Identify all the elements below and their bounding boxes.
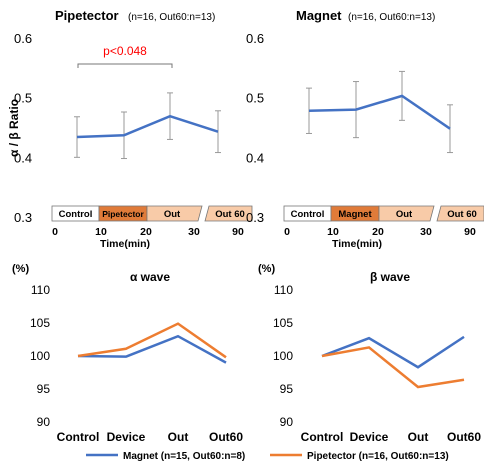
y-tick-label: 110 (31, 283, 50, 297)
panel-subtitle: (n=16, Out60:n=13) (348, 12, 435, 23)
panel-magnet-ratio: Magnet (n=16, Out60:n=13) 0.6 0.5 0.4 0.3 C… (246, 8, 484, 250)
band-out60 (204, 205, 253, 222)
band-out-label: Out (396, 209, 413, 220)
y-tick-label: 0.4 (14, 150, 32, 165)
y-unit-label: (%) (258, 263, 275, 275)
significance-annotation: p<0.048 (103, 44, 147, 58)
x-tick-label: Device (350, 430, 389, 444)
band-out60-label: Out 60 (447, 209, 477, 220)
x-tick-label: 30 (420, 226, 432, 238)
x-tick-label: 0 (52, 226, 58, 238)
legend: Magnet (n=15, Out60:n=8) Pipetector (n=1… (86, 451, 449, 462)
band-out60-label: Out 60 (215, 209, 245, 220)
y-tick-label: 105 (273, 316, 293, 330)
y-tick-label: 105 (30, 316, 50, 330)
series-line-magnet (77, 334, 227, 364)
series-line-pipetector (321, 346, 465, 389)
x-tick-label: 20 (372, 226, 384, 238)
y-tick-label: 90 (37, 415, 51, 429)
ratio-line (76, 114, 219, 139)
panel-pipetector-ratio: Pipetector (n=16, Out60:n=13) 0.6 0.5 0.4 0… (14, 8, 253, 250)
x-tick-label: Out60 (447, 430, 481, 444)
panel-title: β wave (370, 270, 410, 284)
x-tick-label: 90 (232, 226, 244, 238)
y-tick-label: 100 (30, 349, 50, 363)
y-tick-label: 0.3 (246, 210, 264, 225)
x-axis-label: Time(min) (100, 238, 150, 250)
x-tick-label: Out (168, 430, 189, 444)
x-tick-label: Out60 (209, 430, 243, 444)
y-tick-label: 90 (280, 415, 294, 429)
y-tick-label: 95 (280, 382, 294, 396)
x-tick-label: 20 (140, 226, 152, 238)
x-tick-label: 10 (95, 226, 107, 238)
band-control-label: Control (291, 209, 325, 220)
band-out (378, 205, 435, 222)
band-control-label: Control (59, 209, 93, 220)
x-tick-label: Control (57, 430, 100, 444)
panel-beta-wave: (%) β wave 110 105 100 95 90 Control Device Out… (258, 263, 481, 444)
y-tick-label: 0.4 (246, 150, 264, 165)
band-out-label: Out (164, 209, 181, 220)
y-tick-label: 0.5 (246, 91, 264, 106)
y-unit-label: (%) (12, 263, 29, 275)
band-device-label: Pipetector (102, 209, 144, 219)
x-tick-label: Out (408, 430, 429, 444)
x-tick-label: 10 (327, 226, 339, 238)
y-tick-label: 100 (273, 349, 293, 363)
panel-title: Pipetector (55, 8, 119, 23)
x-tick-label: Control (301, 430, 344, 444)
panel-subtitle: (n=16, Out60:n=13) (128, 12, 215, 23)
legend-label-magnet: Magnet (n=15, Out60:n=8) (123, 451, 245, 462)
x-tick-label: 30 (188, 226, 200, 238)
y-tick-label: 0.6 (14, 31, 32, 46)
series-line-magnet (321, 335, 465, 369)
band-out60 (436, 205, 484, 222)
x-tick-label: 90 (464, 226, 476, 238)
panel-title: Magnet (296, 8, 342, 23)
significance-bracket (77, 63, 173, 68)
y-tick-label: 0.6 (246, 31, 264, 46)
band-device-label: Magnet (338, 209, 372, 220)
x-tick-label: Device (107, 430, 146, 444)
x-tick-label: 0 (284, 226, 290, 238)
panel-alpha-wave: (%) α wave 110 105 100 95 90 Control Device Out… (12, 263, 243, 444)
ratio-line (308, 94, 451, 130)
series-line-pipetector (77, 322, 227, 359)
legend-label-pipetector: Pipetector (n=16, Out60:n=13) (307, 451, 449, 462)
y-axis-label: α / β Ratio (7, 99, 21, 157)
band-out (146, 205, 203, 222)
x-axis-label: Time(min) (332, 238, 382, 250)
panel-title: α wave (130, 270, 170, 284)
y-tick-label: 0.5 (14, 91, 32, 106)
y-tick-label: 0.3 (14, 210, 32, 225)
y-tick-label: 95 (37, 382, 51, 396)
y-tick-label: 110 (274, 283, 293, 297)
